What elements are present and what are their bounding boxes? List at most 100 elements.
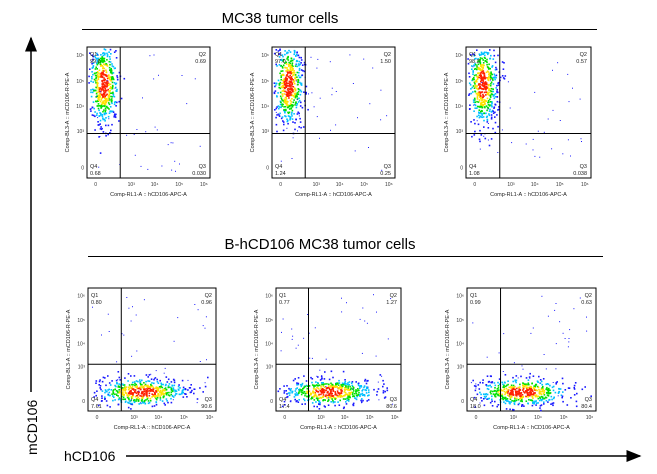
event-dot <box>279 103 282 106</box>
event-dot <box>153 395 155 397</box>
event-dot <box>543 131 545 133</box>
event-dot <box>151 382 153 384</box>
event-dot <box>96 63 99 66</box>
event-dot <box>481 400 483 402</box>
event-dot <box>547 395 550 397</box>
event-dot <box>104 87 107 90</box>
event-dot <box>96 83 98 86</box>
event-dot <box>108 66 111 69</box>
event-dot <box>521 399 523 401</box>
event-dot <box>491 395 493 398</box>
event-dot <box>153 54 155 56</box>
event-dot <box>140 165 142 167</box>
x-tick-label: 0 <box>94 182 97 188</box>
event-dot <box>293 53 295 56</box>
event-dot <box>166 391 168 394</box>
event-dot <box>496 91 498 94</box>
event-dot <box>331 94 333 96</box>
event-dot <box>321 383 323 386</box>
event-dot <box>290 388 292 390</box>
event-dot <box>348 381 351 383</box>
event-dot <box>314 327 316 329</box>
event-dot <box>99 387 101 389</box>
event-dot <box>274 85 276 88</box>
event-dot <box>96 62 98 65</box>
event-dot <box>498 383 501 385</box>
event-dot <box>532 397 534 399</box>
event-dot <box>118 71 121 74</box>
event-dot <box>550 403 552 405</box>
event-dot <box>518 388 520 390</box>
event-dot <box>104 112 106 115</box>
event-dot <box>480 73 482 75</box>
event-dot <box>525 395 527 398</box>
event-dot <box>502 371 504 372</box>
event-dot <box>92 66 94 68</box>
event-dot <box>288 108 291 110</box>
event-dot <box>584 386 586 388</box>
event-dot <box>541 390 543 393</box>
event-dot <box>353 392 356 395</box>
event-dot <box>534 389 536 391</box>
event-dot <box>285 63 288 65</box>
event-dot <box>147 400 150 402</box>
event-dot <box>537 130 539 132</box>
event-dot <box>282 64 285 67</box>
event-dot <box>521 405 523 407</box>
event-dot <box>352 403 354 406</box>
event-dot <box>481 68 484 71</box>
event-dot <box>316 397 319 400</box>
event-dot <box>324 383 326 385</box>
event-dot <box>106 52 108 55</box>
x-tick-label: 10³ <box>507 182 515 188</box>
event-dot <box>112 111 115 113</box>
event-dot <box>282 60 284 62</box>
event-dot <box>157 382 160 384</box>
event-dot <box>110 129 112 132</box>
event-dot <box>316 390 319 393</box>
event-dot <box>91 88 94 91</box>
event-dot <box>506 398 509 400</box>
event-dot <box>542 392 545 395</box>
event-dot <box>281 116 284 118</box>
event-dot <box>154 396 156 399</box>
event-dot <box>140 402 142 405</box>
event-dot <box>548 389 550 391</box>
event-dot <box>135 383 138 386</box>
event-dot <box>159 389 162 392</box>
event-dot <box>280 59 282 61</box>
x-tick-label: 10⁶ <box>385 182 393 188</box>
event-dot <box>482 393 485 395</box>
event-dot <box>145 394 148 396</box>
event-dot <box>113 95 116 98</box>
event-dot <box>93 90 95 92</box>
event-dot <box>281 105 283 107</box>
event-dot <box>287 59 290 61</box>
quadrant-value-q3: 80.4 <box>581 404 592 410</box>
event-dot <box>552 402 555 404</box>
event-dot <box>575 400 578 403</box>
event-dot <box>319 97 321 99</box>
event-dot <box>551 386 554 389</box>
event-dot <box>331 87 333 89</box>
event-dot <box>196 398 199 400</box>
quadrant-name-q2: Q2 <box>205 293 212 299</box>
event-dot <box>295 79 297 81</box>
event-dot <box>94 72 96 75</box>
event-dot <box>514 380 517 382</box>
y-tick-label: 0 <box>460 166 463 172</box>
event-dot <box>104 377 106 379</box>
event-dot <box>172 387 175 389</box>
event-dot <box>516 387 518 390</box>
x-tick-label: 0 <box>473 182 476 188</box>
event-dot <box>114 87 116 89</box>
event-dot <box>135 395 138 397</box>
event-dot <box>181 379 184 382</box>
event-dot <box>284 404 286 406</box>
event-dot <box>488 77 490 79</box>
event-dot <box>525 377 528 379</box>
y-tick-label: 10⁴ <box>456 341 464 347</box>
event-dot <box>123 384 126 386</box>
event-dot <box>479 57 482 59</box>
event-dot <box>530 388 532 390</box>
